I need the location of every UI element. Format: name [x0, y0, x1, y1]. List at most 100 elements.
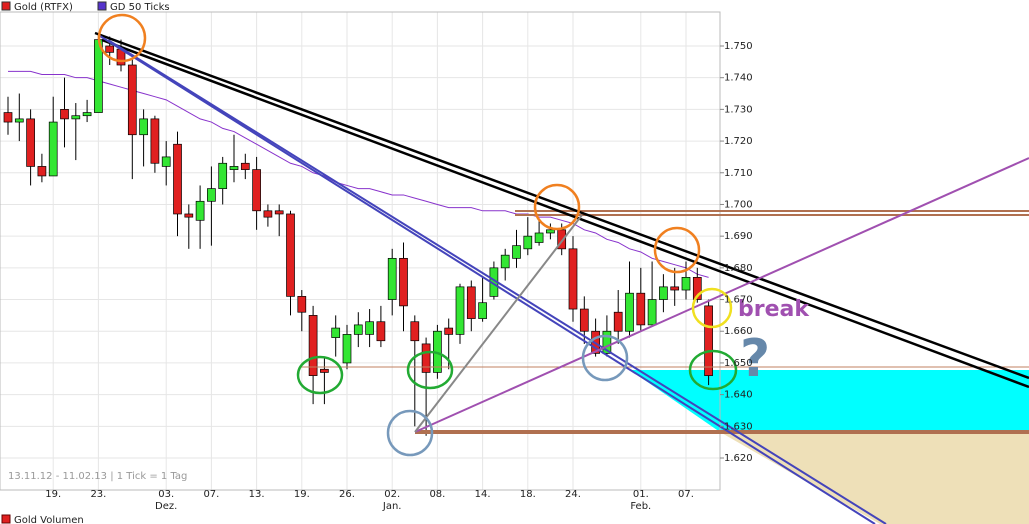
candle-body: [353, 324, 363, 335]
candle-body: [48, 121, 58, 177]
legend-swatch: [1, 1, 11, 11]
month-label: Feb.: [630, 501, 651, 512]
candle-body: [37, 166, 47, 177]
candle-body: [704, 305, 713, 376]
candle-body: [139, 118, 148, 136]
candle-body: [26, 118, 35, 167]
y-tick-label: 1.670: [724, 295, 753, 306]
drawings: [94, 13, 1029, 524]
x-tick-label: 08.: [429, 489, 445, 500]
candle-body: [320, 368, 329, 373]
x-tick-label: 23.: [90, 489, 106, 500]
candle-body: [252, 169, 261, 212]
y-tick-label: 1.720: [724, 136, 753, 147]
x-tick-label: 02.: [384, 489, 400, 500]
y-tick-label: 1.750: [724, 41, 753, 52]
month-label: Jan.: [382, 501, 402, 512]
candle-body: [568, 248, 578, 310]
candle-body: [3, 112, 13, 123]
subpanel-title: Gold Volumen: [14, 515, 84, 524]
candle-body: [534, 232, 544, 243]
y-tick-label: 1.690: [724, 231, 753, 242]
candle-body: [71, 115, 81, 120]
candle-body: [94, 39, 103, 113]
candle-body: [331, 327, 341, 338]
candle-body: [184, 213, 194, 218]
y-tick-label: 1.650: [724, 358, 753, 369]
lower-zone: [720, 432, 1029, 524]
y-tick-label: 1.700: [724, 199, 753, 210]
candle-body: [286, 213, 295, 297]
trend-line: [101, 38, 1029, 389]
x-tick-label: 24.: [565, 489, 581, 500]
candle-body: [240, 162, 250, 170]
x-tick-label: 07.: [203, 489, 219, 500]
trend-line: [94, 31, 1029, 380]
candle-body: [150, 118, 160, 164]
candle-body: [399, 257, 408, 307]
x-tick-label: 18.: [520, 489, 536, 500]
candle-body: [274, 210, 284, 215]
helper-line: [414, 214, 583, 433]
candle-body: [647, 299, 657, 326]
candle-body: [376, 321, 386, 342]
candle-body: [670, 286, 680, 291]
candle-body: [478, 302, 487, 319]
candle-body: [444, 327, 454, 335]
candle-body: [365, 321, 374, 335]
candle-body: [500, 254, 510, 269]
x-tick-label: 19.: [294, 489, 310, 500]
candle-body: [297, 296, 307, 313]
marker-circle: [653, 226, 701, 274]
y-tick-label: 1.730: [724, 104, 753, 115]
candle-body: [127, 64, 137, 136]
y-tick-label: 1.680: [724, 263, 753, 274]
marker-circle: [688, 349, 738, 391]
candle-body: [14, 118, 24, 123]
legend-swatch: [97, 1, 107, 11]
candle-body: [546, 229, 555, 234]
candle-body: [342, 334, 352, 364]
x-tick-label: 19.: [45, 489, 61, 500]
candle-body: [579, 308, 589, 332]
candle-body: [466, 286, 476, 319]
y-tick-label: 1.740: [724, 73, 753, 84]
marker-circle: [296, 355, 344, 395]
candle-body: [625, 292, 634, 332]
candle-body: [681, 277, 691, 291]
candle-body: [173, 143, 182, 215]
candle-body: [60, 109, 69, 120]
candle-body: [636, 292, 646, 326]
candle-body: [455, 286, 465, 335]
candle-body: [410, 321, 420, 342]
moving-average: [8, 70, 709, 278]
annotation: break: [738, 297, 810, 322]
uptrend-line: [414, 157, 1029, 433]
target-zone: [630, 370, 1029, 432]
marker-circle: [691, 287, 733, 329]
marker-circle: [533, 183, 581, 231]
candle-body: [308, 315, 318, 376]
candle-body: [387, 257, 397, 300]
annotation: ?: [740, 329, 770, 389]
footnote: 13.11.12 - 11.02.13 | 1 Tick = 1 Tag: [8, 471, 187, 482]
x-tick-label: 03.: [158, 489, 174, 500]
candle-body: [692, 277, 702, 300]
candle-body: [602, 330, 612, 354]
candle-body: [105, 45, 115, 53]
y-tick-label: 1.640: [724, 390, 753, 401]
candle-body: [557, 229, 567, 250]
y-tick-label: 1.660: [724, 326, 753, 337]
x-tick-label: 14.: [475, 489, 491, 500]
y-tick-label: 1.630: [724, 421, 753, 432]
candle-body: [229, 166, 239, 170]
marker-circle: [386, 409, 434, 457]
legend-label: Gold (RTFX): [14, 2, 73, 13]
legend: Gold (RTFX) GD 50 Ticks: [1, 1, 170, 13]
candle-body: [82, 112, 92, 117]
plot-frame: [0, 11, 721, 491]
candle-body: [421, 343, 431, 373]
candle-body: [512, 245, 521, 259]
candle-body: [195, 200, 205, 221]
